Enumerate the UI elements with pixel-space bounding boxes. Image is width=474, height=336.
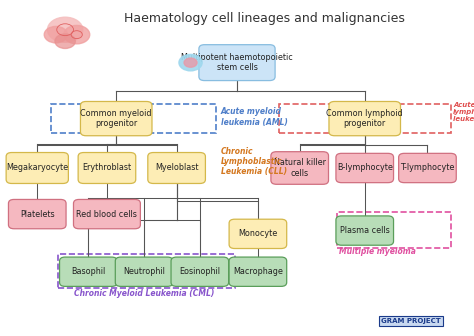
Text: Chronic Myeloid Leukemia (CML): Chronic Myeloid Leukemia (CML) [74,289,214,298]
Text: Myeloblast: Myeloblast [155,164,198,172]
Bar [58,254,235,288]
Text: Multiple myeloma: Multiple myeloma [339,248,416,256]
Circle shape [184,58,197,67]
FancyBboxPatch shape [271,152,328,184]
Text: Megakaryocyte: Megakaryocyte [6,164,68,172]
FancyBboxPatch shape [73,200,140,229]
Text: B-lymphocyte: B-lymphocyte [337,164,392,172]
Text: T-lymphocyte: T-lymphocyte [400,164,455,172]
Text: Common lymphoid
progenitor: Common lymphoid progenitor [327,109,403,128]
Text: Haematology cell lineages and malignancies: Haematology cell lineages and malignanci… [125,12,405,25]
FancyBboxPatch shape [115,257,173,286]
FancyBboxPatch shape [78,153,136,183]
FancyBboxPatch shape [336,216,393,245]
Text: Acute myeloid
leukemia (AML): Acute myeloid leukemia (AML) [221,107,288,127]
FancyBboxPatch shape [229,219,287,249]
Text: GRAM PROJECT: GRAM PROJECT [381,319,441,325]
FancyBboxPatch shape [229,257,287,286]
Bar [279,104,451,133]
FancyBboxPatch shape [81,101,152,136]
FancyBboxPatch shape [9,200,66,229]
Text: Neutrophil: Neutrophil [123,267,165,276]
Text: Basophil: Basophil [71,267,106,276]
FancyBboxPatch shape [171,257,228,286]
Circle shape [47,17,83,42]
Circle shape [179,54,202,71]
Text: Natural killer
cells: Natural killer cells [273,158,326,178]
FancyBboxPatch shape [60,257,117,286]
Text: Red blood cells: Red blood cells [76,210,137,219]
Text: Macrophage: Macrophage [233,267,283,276]
Text: Common myeloid
progenitor: Common myeloid progenitor [81,109,152,128]
Circle shape [44,27,67,43]
Text: Chronic
Lymphoblastic
Leukemia (CLL): Chronic Lymphoblastic Leukemia (CLL) [221,146,287,176]
Text: Multipotent haemotopoietic
stem cells: Multipotent haemotopoietic stem cells [181,53,293,72]
FancyBboxPatch shape [329,101,401,136]
Text: Acute
lymphoblastic
leukemia (ALL): Acute lymphoblastic leukemia (ALL) [453,102,474,122]
Circle shape [55,34,75,48]
FancyBboxPatch shape [148,153,205,183]
FancyBboxPatch shape [199,45,275,81]
Bar [51,104,216,133]
Text: Monocyte: Monocyte [238,229,278,238]
FancyBboxPatch shape [6,153,68,183]
Bar [337,212,451,248]
Text: Platelets: Platelets [20,210,55,219]
FancyBboxPatch shape [336,153,393,183]
Text: Plasma cells: Plasma cells [340,226,390,235]
Text: Eosinophil: Eosinophil [179,267,220,276]
Text: Erythroblast: Erythroblast [82,164,131,172]
Circle shape [64,26,90,44]
FancyBboxPatch shape [399,153,456,183]
